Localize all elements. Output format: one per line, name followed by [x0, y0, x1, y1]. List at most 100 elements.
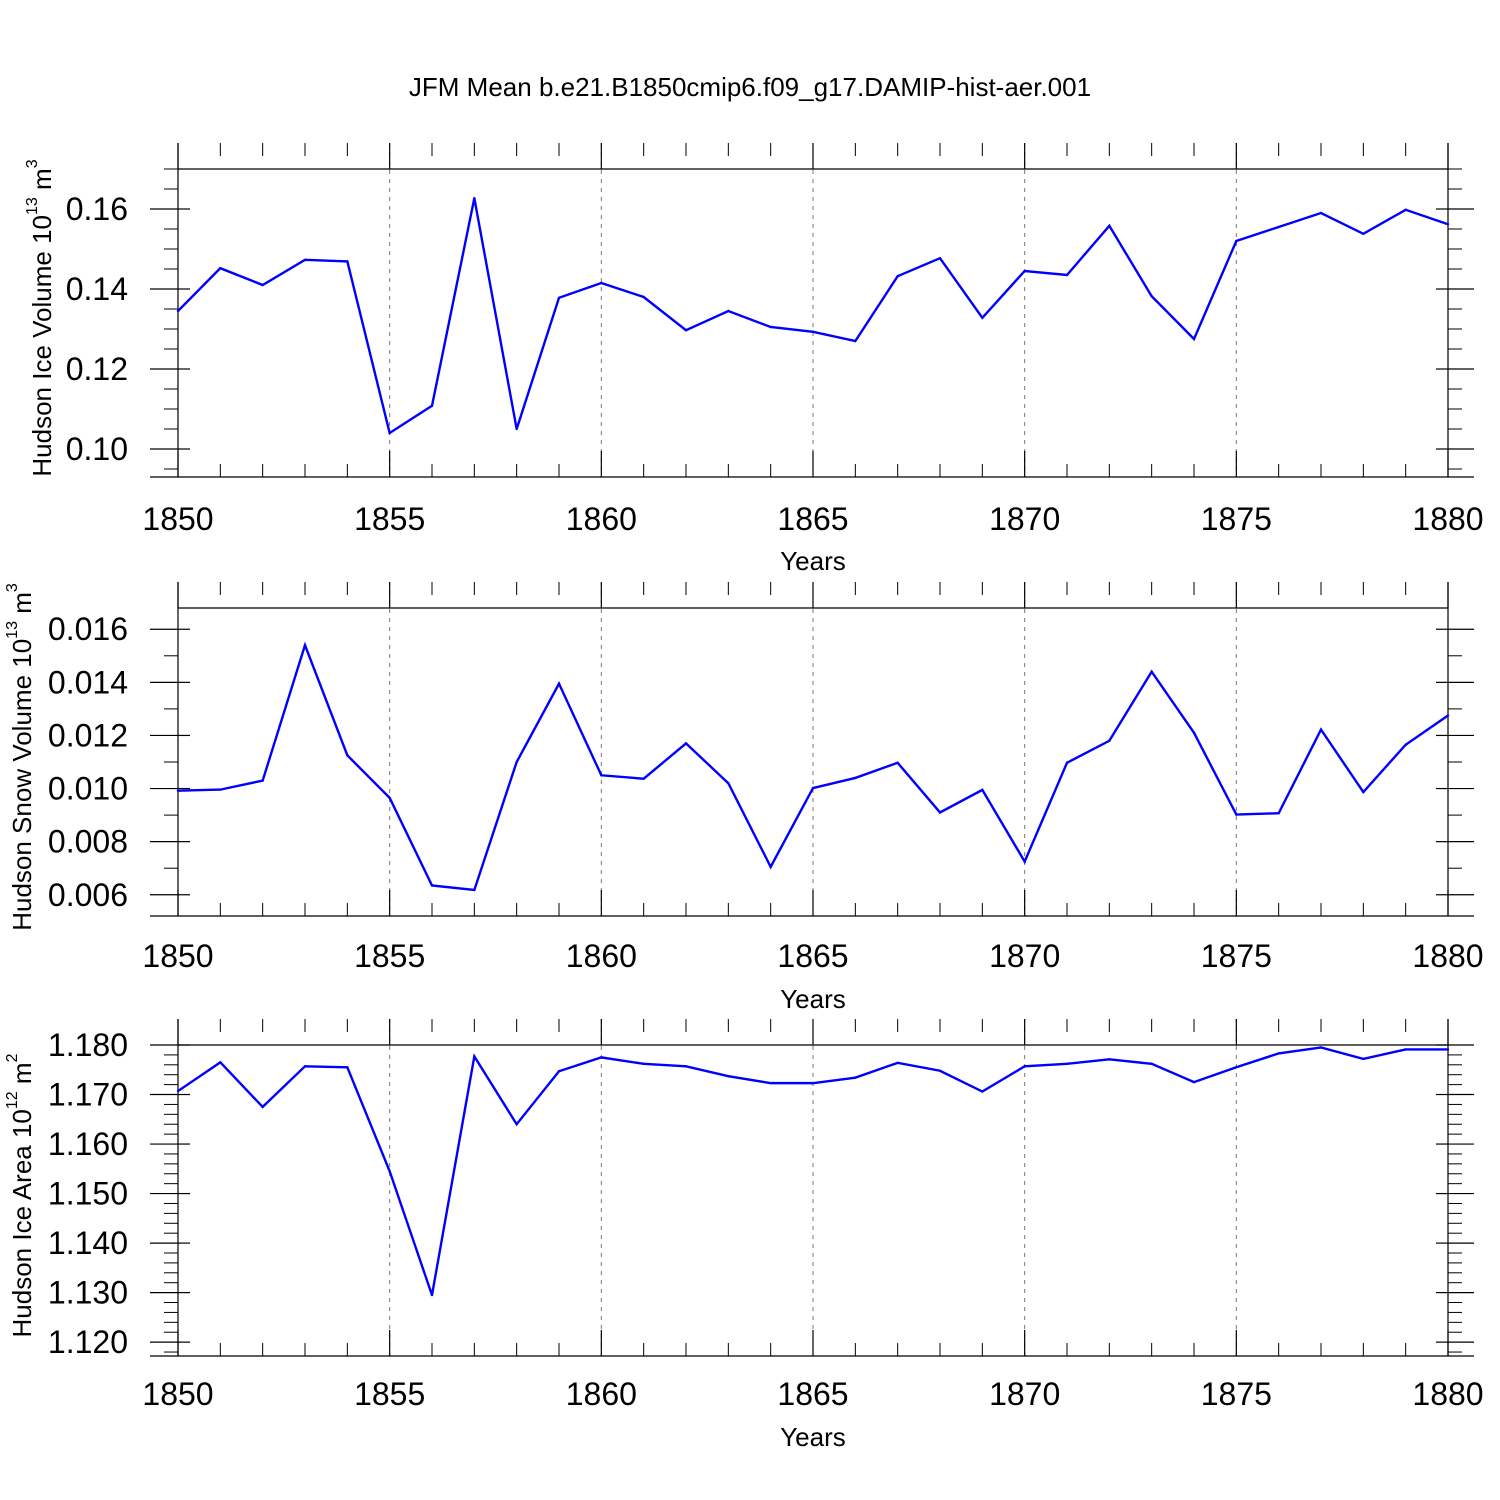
x-tick-label: 1855 — [354, 938, 425, 974]
data-point — [176, 309, 180, 313]
data-point — [388, 431, 391, 435]
data-point — [1319, 1046, 1323, 1049]
data-point — [1150, 295, 1153, 298]
data-point — [938, 1069, 942, 1072]
panel-ice-volume: 1850 1855 1860 1865 1870 1875 1880 0.10 0.12 0.14… — [24, 143, 1484, 576]
y-tick-label: 0.010 — [48, 771, 128, 807]
data-point — [600, 281, 603, 285]
data-point — [346, 754, 349, 757]
data-point — [303, 643, 307, 647]
y-axis-label: Hudson Ice Volume 1013 m3 — [24, 159, 58, 476]
data-point — [1108, 224, 1111, 227]
data-point — [219, 788, 222, 791]
data-point — [769, 865, 772, 869]
x-tick-label: 1860 — [566, 1376, 637, 1412]
data-point — [261, 283, 264, 287]
y-axis-label: Hudson Ice Area 1012 m2 — [4, 1053, 38, 1337]
data-point — [1446, 1048, 1450, 1051]
y-axis-label-unit-exponent: 3 — [24, 159, 41, 168]
y-tick-label: 1.160 — [48, 1126, 128, 1162]
data-point — [1065, 1062, 1069, 1066]
y-tick-label: 1.170 — [48, 1077, 128, 1113]
data-point — [1362, 232, 1365, 235]
data-point — [1235, 813, 1238, 816]
data-point — [1192, 337, 1196, 341]
y-axis-label-main: Hudson Ice Volume 10 — [27, 215, 57, 477]
data-point — [642, 1062, 645, 1066]
data-point — [642, 777, 645, 780]
data-point — [430, 884, 434, 887]
y-axis-label-exponent: 13 — [4, 621, 21, 639]
data-point — [1192, 731, 1196, 734]
x-tick-label: 1850 — [142, 938, 213, 974]
y-tick-label: 1.180 — [48, 1027, 128, 1063]
data-point — [769, 1081, 772, 1085]
x-tick-label: 1870 — [989, 1376, 1060, 1412]
x-tick-label: 1865 — [777, 938, 848, 974]
x-tick-label: 1870 — [989, 501, 1060, 537]
data-point — [303, 1065, 307, 1068]
x-tick-label: 1880 — [1412, 1376, 1483, 1412]
y-tick-label: 0.012 — [48, 717, 128, 753]
data-point — [811, 330, 815, 333]
y-tick-label: 1.150 — [48, 1176, 128, 1212]
data-point — [1108, 1058, 1111, 1061]
data-point — [1404, 1048, 1407, 1051]
x-tick-label: 1860 — [566, 938, 637, 974]
x-axis-label: Years — [780, 984, 846, 1014]
data-point — [473, 888, 476, 892]
data-point — [981, 788, 984, 792]
y-axis-label-exponent: 13 — [24, 197, 41, 215]
x-tick-label: 1880 — [1412, 938, 1483, 974]
data-point — [430, 1293, 434, 1297]
data-point — [811, 786, 815, 790]
data-point — [1446, 223, 1450, 226]
x-tick-label: 1850 — [142, 501, 213, 537]
x-tick-label: 1865 — [777, 1376, 848, 1412]
data-point — [1023, 269, 1026, 273]
y-tick-label: 0.006 — [48, 877, 128, 913]
data-point — [769, 325, 772, 329]
data-point — [854, 339, 857, 343]
data-point — [684, 742, 688, 745]
data-point — [1023, 1065, 1026, 1068]
data-point — [388, 796, 391, 800]
data-point — [600, 1056, 603, 1059]
data-point — [896, 1061, 899, 1065]
x-tick-label: 1870 — [989, 938, 1060, 974]
y-axis-label-main: Hudson Snow Volume 10 — [7, 639, 37, 931]
y-tick-label: 1.120 — [48, 1324, 128, 1360]
data-point — [854, 1076, 857, 1079]
x-tick-label: 1865 — [777, 501, 848, 537]
data-point — [557, 296, 561, 299]
data-point — [515, 760, 518, 764]
x-tick-label: 1875 — [1201, 938, 1272, 974]
y-tick-label: 1.130 — [48, 1275, 128, 1311]
data-point — [727, 782, 730, 785]
data-point — [219, 1061, 222, 1064]
y-axis-label-unit: m — [7, 1062, 37, 1091]
data-point — [557, 682, 561, 685]
y-axis-label-unit-exponent: 2 — [4, 1053, 21, 1062]
y-axis-label-unit-exponent: 3 — [4, 583, 21, 592]
data-point — [388, 1170, 391, 1173]
data-point — [727, 1074, 730, 1078]
data-point — [1319, 211, 1323, 215]
data-point — [727, 309, 730, 313]
data-point — [1362, 1057, 1365, 1061]
data-point — [938, 257, 942, 260]
data-point — [1277, 812, 1280, 815]
data-point — [515, 1123, 518, 1126]
data-point — [684, 1065, 688, 1068]
data-point — [1150, 1062, 1153, 1066]
x-tick-label: 1880 — [1412, 501, 1483, 537]
x-axis-label: Years — [780, 546, 846, 576]
data-point — [1277, 225, 1280, 229]
data-point — [1065, 273, 1069, 277]
x-tick-label: 1875 — [1201, 501, 1272, 537]
data-point — [219, 267, 222, 270]
y-tick-label: 0.14 — [66, 271, 128, 307]
data-point — [1150, 670, 1153, 673]
data-point — [346, 260, 349, 263]
